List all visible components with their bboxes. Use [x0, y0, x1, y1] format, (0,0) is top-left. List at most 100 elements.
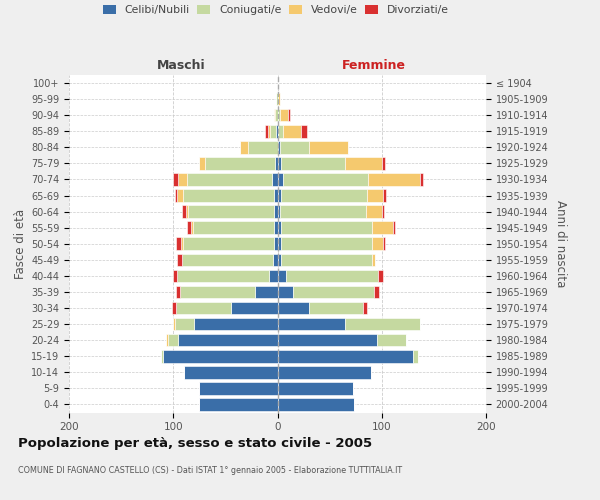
Bar	[173, 173, 178, 186]
Bar	[173, 270, 178, 282]
Bar	[393, 222, 395, 234]
Bar	[277, 206, 280, 218]
Bar	[274, 254, 277, 266]
Bar	[373, 254, 376, 266]
Bar	[176, 286, 179, 298]
Bar	[187, 222, 191, 234]
Bar	[277, 382, 353, 394]
Bar	[269, 270, 277, 282]
Bar	[161, 350, 163, 362]
Bar	[194, 318, 277, 330]
Bar	[163, 350, 277, 362]
Bar	[366, 206, 382, 218]
Bar	[178, 270, 269, 282]
Bar	[182, 206, 186, 218]
Bar	[172, 302, 176, 314]
Bar	[265, 125, 268, 138]
Bar	[168, 334, 178, 346]
Bar	[277, 190, 281, 202]
Bar	[293, 286, 374, 298]
Bar	[277, 254, 281, 266]
Bar	[182, 238, 274, 250]
Bar	[175, 318, 194, 330]
Bar	[277, 286, 293, 298]
Bar	[270, 125, 277, 138]
Bar	[288, 109, 290, 122]
Bar	[309, 141, 349, 154]
Bar	[301, 125, 307, 138]
Bar	[280, 141, 309, 154]
Bar	[281, 238, 373, 250]
Bar	[281, 157, 345, 170]
Bar	[188, 206, 274, 218]
Bar	[274, 190, 277, 202]
Text: Maschi: Maschi	[157, 58, 206, 71]
Bar	[281, 222, 373, 234]
Bar	[277, 222, 281, 234]
Bar	[187, 173, 272, 186]
Bar	[173, 318, 175, 330]
Bar	[345, 318, 421, 330]
Bar	[191, 222, 193, 234]
Bar	[413, 350, 418, 362]
Bar	[240, 141, 248, 154]
Bar	[277, 398, 353, 410]
Bar	[182, 190, 274, 202]
Bar	[377, 334, 406, 346]
Text: COMUNE DI FAGNANO CASTELLO (CS) - Dati ISTAT 1° gennaio 2005 - Elaborazione TUTT: COMUNE DI FAGNANO CASTELLO (CS) - Dati I…	[18, 466, 402, 475]
Bar	[230, 302, 277, 314]
Bar	[421, 173, 424, 186]
Bar	[283, 173, 368, 186]
Bar	[368, 173, 421, 186]
Bar	[179, 286, 254, 298]
Bar	[275, 157, 277, 170]
Bar	[277, 93, 280, 106]
Bar	[274, 238, 277, 250]
Bar	[281, 254, 373, 266]
Bar	[280, 206, 366, 218]
Bar	[248, 141, 277, 154]
Bar	[199, 157, 205, 170]
Text: Femmine: Femmine	[341, 58, 406, 71]
Bar	[186, 206, 188, 218]
Bar	[193, 222, 274, 234]
Bar	[176, 302, 230, 314]
Bar	[377, 270, 383, 282]
Bar	[274, 222, 277, 234]
Bar	[277, 366, 371, 378]
Y-axis label: Anni di nascita: Anni di nascita	[554, 200, 566, 288]
Bar	[178, 173, 187, 186]
Bar	[274, 206, 277, 218]
Legend: Celibi/Nubili, Coniugati/e, Vedovi/e, Divorziati/e: Celibi/Nubili, Coniugati/e, Vedovi/e, Di…	[103, 6, 449, 16]
Bar	[286, 270, 377, 282]
Bar	[277, 141, 280, 154]
Bar	[374, 286, 379, 298]
Bar	[277, 109, 280, 122]
Bar	[363, 302, 367, 314]
Bar	[205, 157, 275, 170]
Bar	[277, 334, 377, 346]
Bar	[367, 190, 383, 202]
Bar	[277, 238, 281, 250]
Bar	[178, 334, 277, 346]
Bar	[309, 302, 363, 314]
Bar	[277, 350, 413, 362]
Bar	[178, 190, 182, 202]
Bar	[181, 238, 182, 250]
Bar	[178, 254, 182, 266]
Bar	[268, 125, 270, 138]
Bar	[175, 190, 178, 202]
Bar	[254, 286, 277, 298]
Bar	[166, 334, 168, 346]
Bar	[277, 125, 283, 138]
Text: Popolazione per età, sesso e stato civile - 2005: Popolazione per età, sesso e stato civil…	[18, 438, 372, 450]
Bar	[277, 318, 345, 330]
Bar	[184, 366, 277, 378]
Bar	[383, 190, 386, 202]
Bar	[373, 238, 383, 250]
Bar	[283, 125, 301, 138]
Bar	[383, 238, 385, 250]
Bar	[275, 109, 277, 122]
Bar	[277, 157, 281, 170]
Bar	[176, 238, 181, 250]
